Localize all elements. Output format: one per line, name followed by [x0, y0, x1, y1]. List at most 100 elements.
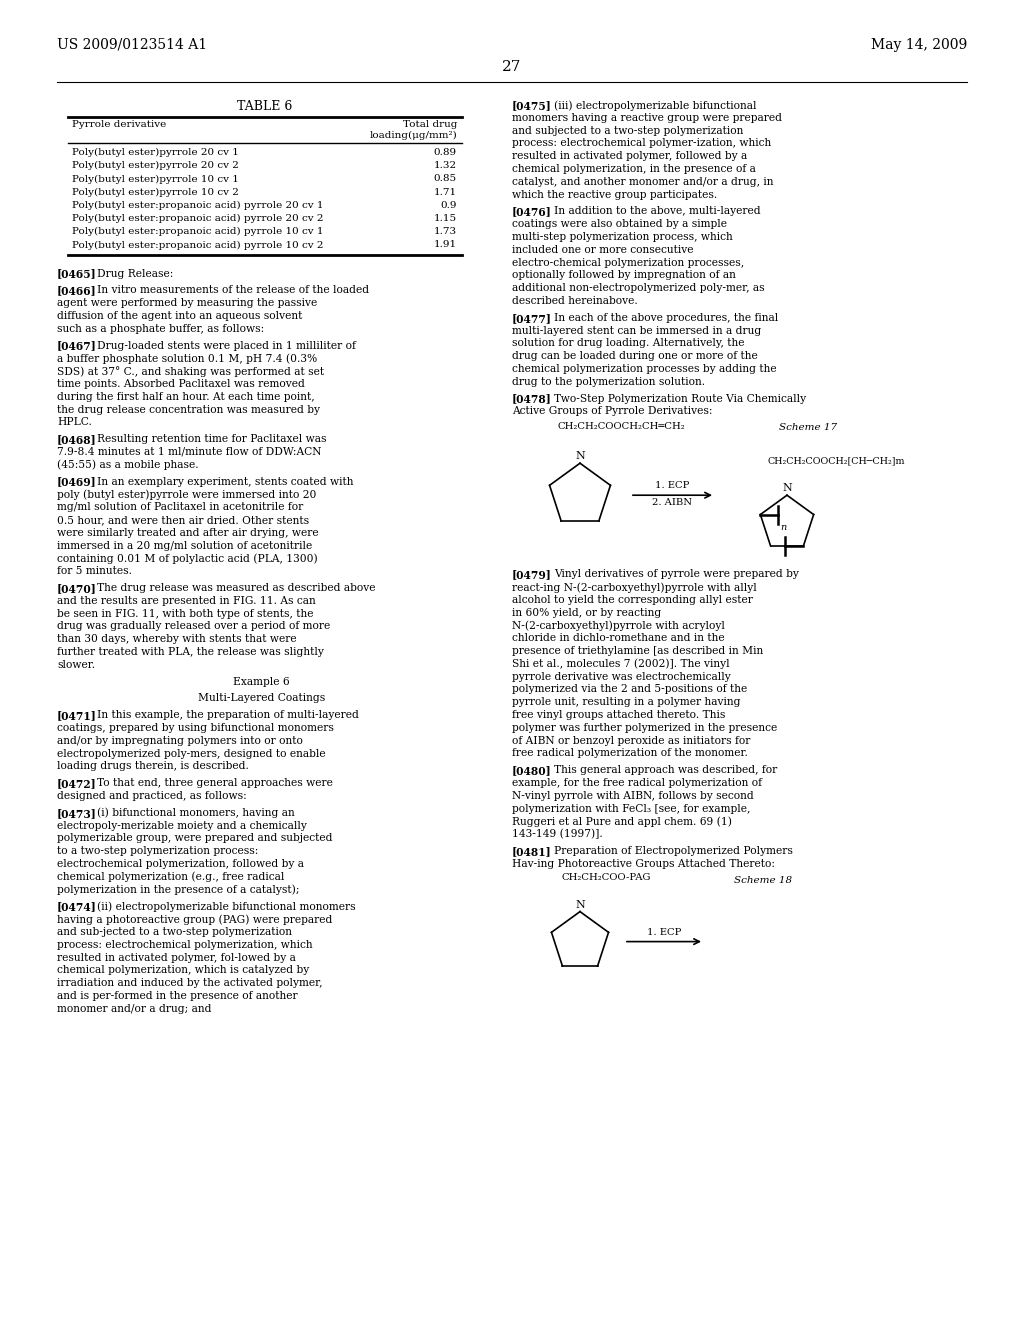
Text: electrochemical polymerization, followed by a: electrochemical polymerization, followed…: [57, 859, 304, 869]
Text: presence of triethylamine [as described in Min: presence of triethylamine [as described …: [512, 645, 763, 656]
Text: N: N: [575, 900, 585, 909]
Text: electropolymerized poly-mers, designed to enable: electropolymerized poly-mers, designed t…: [57, 748, 326, 759]
Text: n: n: [780, 523, 786, 532]
Text: 1.73: 1.73: [434, 227, 457, 236]
Text: Scheme 18: Scheme 18: [734, 875, 792, 884]
Text: electro-chemical polymerization processes,: electro-chemical polymerization processe…: [512, 257, 744, 268]
Text: Hav-ing Photoreactive Groups Attached Thereto:: Hav-ing Photoreactive Groups Attached Th…: [512, 859, 775, 869]
Text: chemical polymerization, which is catalyzed by: chemical polymerization, which is cataly…: [57, 965, 309, 975]
Text: catalyst, and another monomer and/or a drug, in: catalyst, and another monomer and/or a d…: [512, 177, 773, 187]
Text: Poly(butyl ester)pyrrole 20 cv 2: Poly(butyl ester)pyrrole 20 cv 2: [72, 161, 239, 170]
Text: multi-layered stent can be immersed in a drug: multi-layered stent can be immersed in a…: [512, 326, 761, 335]
Text: time points. Absorbed Paclitaxel was removed: time points. Absorbed Paclitaxel was rem…: [57, 379, 305, 389]
Text: Poly(butyl ester)pyrrole 10 cv 2: Poly(butyl ester)pyrrole 10 cv 2: [72, 187, 239, 197]
Text: during the first half an hour. At each time point,: during the first half an hour. At each t…: [57, 392, 314, 401]
Text: alcohol to yield the corresponding allyl ester: alcohol to yield the corresponding allyl…: [512, 595, 753, 605]
Text: Multi-Layered Coatings: Multi-Layered Coatings: [198, 693, 326, 704]
Text: [0467]: [0467]: [57, 341, 97, 351]
Text: loading drugs therein, is described.: loading drugs therein, is described.: [57, 762, 249, 771]
Text: Scheme 17: Scheme 17: [779, 424, 838, 432]
Text: containing 0.01 M of polylactic acid (PLA, 1300): containing 0.01 M of polylactic acid (PL…: [57, 553, 317, 564]
Text: May 14, 2009: May 14, 2009: [870, 38, 967, 51]
Text: CH₂CH₂COO-PAG: CH₂CH₂COO-PAG: [562, 873, 651, 882]
Text: In an exemplary experiment, stents coated with: In an exemplary experiment, stents coate…: [97, 477, 353, 487]
Text: chloride in dichlo-romethane and in the: chloride in dichlo-romethane and in the: [512, 634, 725, 643]
Text: diffusion of the agent into an aqueous solvent: diffusion of the agent into an aqueous s…: [57, 312, 302, 321]
Text: [0473]: [0473]: [57, 808, 97, 818]
Text: [0468]: [0468]: [57, 434, 96, 445]
Text: chemical polymerization (e.g., free radical: chemical polymerization (e.g., free radi…: [57, 871, 285, 882]
Text: mg/ml solution of Paclitaxel in acetonitrile for: mg/ml solution of Paclitaxel in acetonit…: [57, 502, 303, 512]
Text: Pyrrole derivative: Pyrrole derivative: [72, 120, 166, 129]
Text: [0479]: [0479]: [512, 569, 552, 581]
Text: were similarly treated and after air drying, were: were similarly treated and after air dry…: [57, 528, 318, 537]
Text: be seen in FIG. 11, with both type of stents, the: be seen in FIG. 11, with both type of st…: [57, 609, 313, 619]
Text: HPLC.: HPLC.: [57, 417, 92, 428]
Text: N-vinyl pyrrole with AIBN, follows by second: N-vinyl pyrrole with AIBN, follows by se…: [512, 791, 754, 801]
Text: 1.71: 1.71: [434, 187, 457, 197]
Text: TABLE 6: TABLE 6: [238, 100, 293, 114]
Text: monomers having a reactive group were prepared: monomers having a reactive group were pr…: [512, 112, 782, 123]
Text: resulted in activated polymer, followed by a: resulted in activated polymer, followed …: [512, 152, 748, 161]
Text: monomer and/or a drug; and: monomer and/or a drug; and: [57, 1003, 212, 1014]
Text: (ii) electropolymerizable bifunctional monomers: (ii) electropolymerizable bifunctional m…: [97, 902, 355, 912]
Text: the drug release concentration was measured by: the drug release concentration was measu…: [57, 405, 319, 414]
Text: multi-step polymerization process, which: multi-step polymerization process, which: [512, 232, 733, 242]
Text: [0466]: [0466]: [57, 285, 96, 297]
Text: In each of the above procedures, the final: In each of the above procedures, the fin…: [554, 313, 778, 323]
Text: Drug Release:: Drug Release:: [97, 268, 173, 279]
Text: poly (butyl ester)pyrrole were immersed into 20: poly (butyl ester)pyrrole were immersed …: [57, 490, 316, 500]
Text: US 2009/0123514 A1: US 2009/0123514 A1: [57, 38, 207, 51]
Text: The drug release was measured as described above: The drug release was measured as describ…: [97, 583, 376, 593]
Text: To that end, three general approaches were: To that end, three general approaches we…: [97, 779, 333, 788]
Text: Preparation of Electropolymerized Polymers: Preparation of Electropolymerized Polyme…: [554, 846, 793, 855]
Text: to a two-step polymerization process:: to a two-step polymerization process:: [57, 846, 258, 857]
Text: Vinyl derivatives of pyrrole were prepared by: Vinyl derivatives of pyrrole were prepar…: [554, 569, 799, 579]
Text: such as a phosphate buffer, as follows:: such as a phosphate buffer, as follows:: [57, 323, 264, 334]
Text: [0472]: [0472]: [57, 779, 96, 789]
Text: 1.15: 1.15: [434, 214, 457, 223]
Text: and sub-jected to a two-step polymerization: and sub-jected to a two-step polymerizat…: [57, 927, 292, 937]
Text: Poly(butyl ester:propanoic acid) pyrrole 10 cv 1: Poly(butyl ester:propanoic acid) pyrrole…: [72, 227, 324, 236]
Text: 2. AIBN: 2. AIBN: [652, 498, 692, 507]
Text: This general approach was described, for: This general approach was described, for: [554, 766, 777, 775]
Text: solution for drug loading. Alternatively, the: solution for drug loading. Alternatively…: [512, 338, 744, 348]
Text: drug to the polymerization solution.: drug to the polymerization solution.: [512, 376, 706, 387]
Text: Poly(butyl ester)pyrrole 20 cv 1: Poly(butyl ester)pyrrole 20 cv 1: [72, 148, 239, 157]
Text: 1. ECP: 1. ECP: [647, 928, 681, 937]
Text: CH₂CH₂COOCH₂CH═CH₂: CH₂CH₂COOCH₂CH═CH₂: [558, 422, 686, 432]
Text: [0475]: [0475]: [512, 100, 552, 111]
Text: optionally followed by impregnation of an: optionally followed by impregnation of a…: [512, 271, 736, 280]
Text: Shi et al., molecules 7 (2002)]. The vinyl: Shi et al., molecules 7 (2002)]. The vin…: [512, 659, 730, 669]
Text: having a photoreactive group (PAG) were prepared: having a photoreactive group (PAG) were …: [57, 915, 333, 925]
Text: Total drug: Total drug: [402, 120, 457, 129]
Text: agent were performed by measuring the passive: agent were performed by measuring the pa…: [57, 298, 317, 308]
Text: [0477]: [0477]: [512, 313, 552, 323]
Text: process: electrochemical polymer-ization, which: process: electrochemical polymer-ization…: [512, 139, 771, 148]
Text: 1. ECP: 1. ECP: [655, 482, 690, 490]
Text: [0474]: [0474]: [57, 902, 97, 912]
Text: [0480]: [0480]: [512, 766, 552, 776]
Text: example, for the free radical polymerization of: example, for the free radical polymeriza…: [512, 777, 762, 788]
Text: and the results are presented in FIG. 11. As can: and the results are presented in FIG. 11…: [57, 595, 315, 606]
Text: a buffer phosphate solution 0.1 M, pH 7.4 (0.3%: a buffer phosphate solution 0.1 M, pH 7.…: [57, 354, 317, 364]
Text: 0.85: 0.85: [434, 174, 457, 183]
Text: Drug-loaded stents were placed in 1 milliliter of: Drug-loaded stents were placed in 1 mill…: [97, 341, 356, 351]
Text: In this example, the preparation of multi-layered: In this example, the preparation of mult…: [97, 710, 358, 721]
Text: coatings were also obtained by a simple: coatings were also obtained by a simple: [512, 219, 727, 230]
Text: 0.89: 0.89: [434, 148, 457, 157]
Text: immersed in a 20 mg/ml solution of acetonitrile: immersed in a 20 mg/ml solution of aceto…: [57, 541, 312, 550]
Text: N: N: [782, 483, 792, 494]
Text: which the reactive group participates.: which the reactive group participates.: [512, 190, 717, 199]
Text: further treated with PLA, the release was slightly: further treated with PLA, the release wa…: [57, 647, 324, 657]
Text: [0471]: [0471]: [57, 710, 97, 721]
Text: of AIBN or benzoyl peroxide as initiators for: of AIBN or benzoyl peroxide as initiator…: [512, 735, 751, 746]
Text: additional non-electropolymerized poly-mer, as: additional non-electropolymerized poly-m…: [512, 284, 765, 293]
Text: 0.9: 0.9: [440, 201, 457, 210]
Text: irradiation and induced by the activated polymer,: irradiation and induced by the activated…: [57, 978, 323, 989]
Text: and is per-formed in the presence of another: and is per-formed in the presence of ano…: [57, 991, 298, 1001]
Text: [0470]: [0470]: [57, 583, 97, 594]
Text: Poly(butyl ester)pyrrole 10 cv 1: Poly(butyl ester)pyrrole 10 cv 1: [72, 174, 239, 183]
Text: react-ing N-(2-carboxyethyl)pyrrole with allyl: react-ing N-(2-carboxyethyl)pyrrole with…: [512, 582, 757, 593]
Text: free vinyl groups attached thereto. This: free vinyl groups attached thereto. This: [512, 710, 725, 719]
